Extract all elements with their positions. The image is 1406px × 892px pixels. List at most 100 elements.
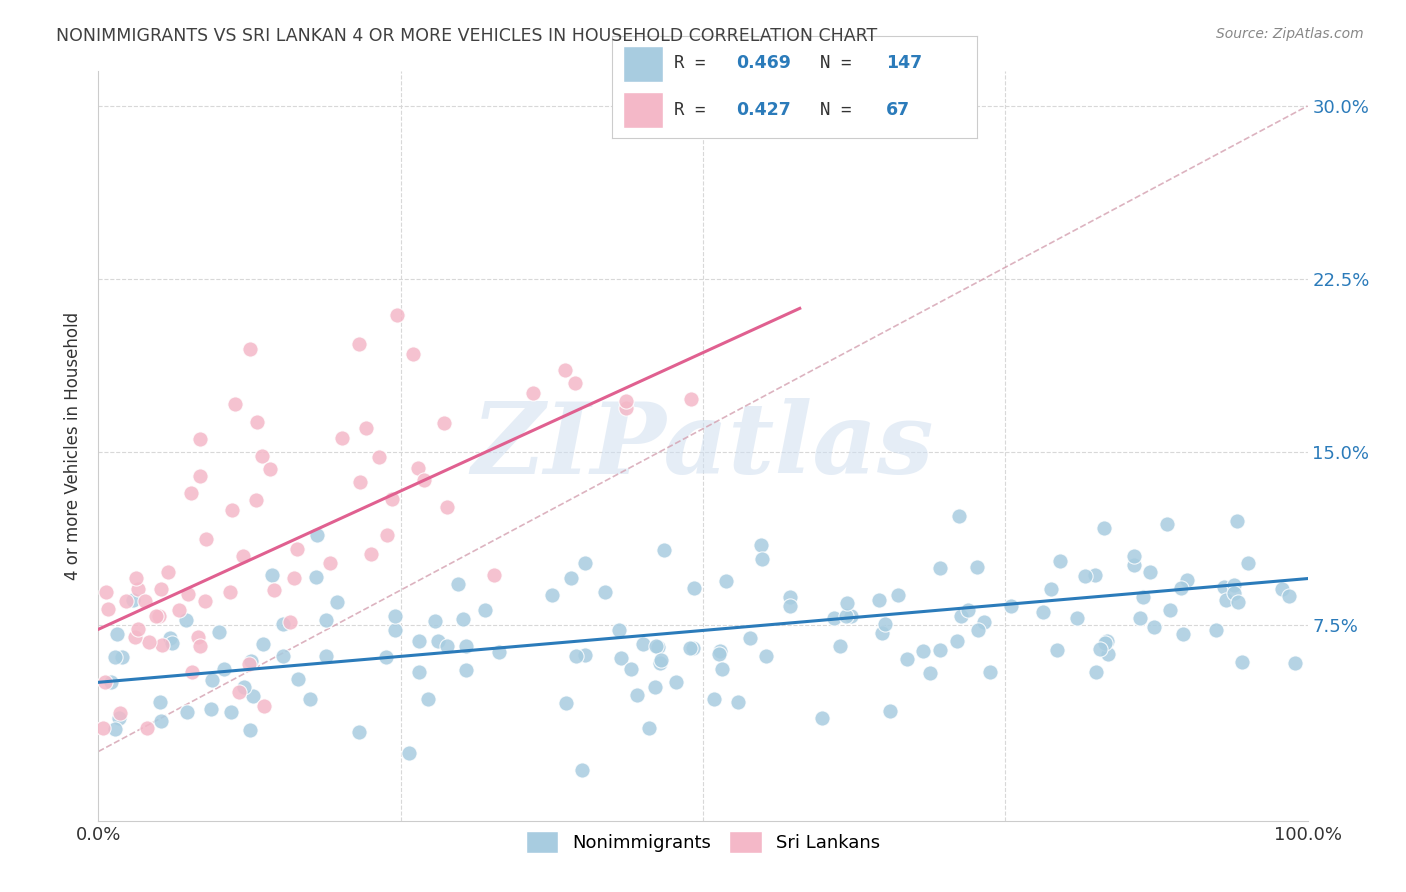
Point [707, 647, 730, 661]
Point [252, 637, 274, 651]
Point [384, 608, 406, 623]
Point [413, 473, 436, 487]
Text: R =: R = [673, 54, 716, 72]
Point [381, 491, 404, 506]
Point [96, 584, 118, 599]
Point [239, 342, 262, 356]
Point [347, 337, 370, 351]
Point [305, 570, 328, 584]
Text: 147: 147 [886, 54, 922, 72]
Point [423, 614, 446, 628]
Text: Source: ZipAtlas.com: Source: ZipAtlas.com [1216, 27, 1364, 41]
Point [451, 612, 474, 626]
Point [180, 485, 202, 500]
Point [1031, 605, 1053, 619]
Point [574, 648, 596, 662]
FancyBboxPatch shape [623, 92, 662, 128]
Point [896, 652, 918, 666]
Point [681, 392, 703, 406]
Point [219, 705, 242, 719]
Point [326, 595, 349, 609]
Point [287, 672, 309, 686]
Point [928, 561, 950, 575]
Point [755, 648, 778, 663]
Point [127, 622, 149, 636]
Point [1039, 582, 1062, 597]
Point [253, 698, 276, 713]
Text: NONIMMIGRANTS VS SRI LANKAN 4 OR MORE VEHICLES IN HOUSEHOLD CORRELATION CHART: NONIMMIGRANTS VS SRI LANKAN 4 OR MORE VE… [56, 27, 877, 45]
Point [868, 592, 890, 607]
Point [1159, 603, 1181, 617]
Point [375, 650, 398, 665]
Point [1226, 514, 1249, 528]
Point [645, 639, 668, 653]
Point [652, 542, 675, 557]
Point [219, 584, 242, 599]
Point [828, 639, 851, 653]
Point [260, 568, 283, 582]
Point [307, 527, 329, 541]
Point [384, 624, 406, 638]
Point [315, 648, 337, 663]
Point [651, 6, 673, 21]
Point [682, 641, 704, 656]
Point [973, 615, 995, 629]
Point [839, 609, 862, 624]
Point [751, 551, 773, 566]
Point [201, 673, 224, 687]
Point [105, 627, 128, 641]
Point [647, 640, 669, 654]
Point [1143, 620, 1166, 634]
Point [408, 461, 430, 475]
Point [176, 705, 198, 719]
Point [879, 705, 901, 719]
Point [436, 500, 458, 514]
Point [967, 623, 990, 637]
Point [224, 397, 246, 411]
Y-axis label: 4 or more Vehicles in Household: 4 or more Vehicles in Household [65, 312, 83, 580]
Point [1097, 634, 1119, 648]
Point [872, 625, 894, 640]
Point [271, 616, 294, 631]
Point [683, 581, 706, 595]
Point [1097, 647, 1119, 661]
Point [368, 450, 391, 464]
Point [966, 559, 988, 574]
Point [150, 714, 173, 729]
Point [638, 722, 661, 736]
Point [194, 532, 217, 546]
Text: 67: 67 [886, 101, 910, 119]
Point [950, 609, 973, 624]
Text: N =: N = [820, 101, 873, 119]
Point [1215, 593, 1237, 607]
Point [125, 571, 148, 585]
Point [402, 347, 425, 361]
Point [648, 656, 671, 670]
Point [398, 746, 420, 760]
Point [727, 695, 749, 709]
Point [188, 469, 211, 483]
Point [278, 615, 301, 629]
Point [474, 603, 496, 617]
Point [145, 609, 167, 624]
Point [298, 691, 321, 706]
Point [176, 613, 198, 627]
Point [360, 547, 382, 561]
Point [252, 449, 274, 463]
Point [108, 711, 131, 725]
Point [779, 599, 801, 613]
Point [232, 549, 254, 563]
Point [104, 722, 127, 736]
Point [541, 589, 564, 603]
Point [560, 571, 582, 585]
Point [709, 643, 731, 657]
Point [1085, 665, 1108, 680]
Point [1092, 521, 1115, 535]
Point [148, 608, 170, 623]
Point [354, 421, 377, 435]
Point [522, 385, 544, 400]
Point [1049, 554, 1071, 568]
Point [104, 650, 127, 665]
Point [1132, 590, 1154, 604]
Point [1122, 558, 1144, 572]
